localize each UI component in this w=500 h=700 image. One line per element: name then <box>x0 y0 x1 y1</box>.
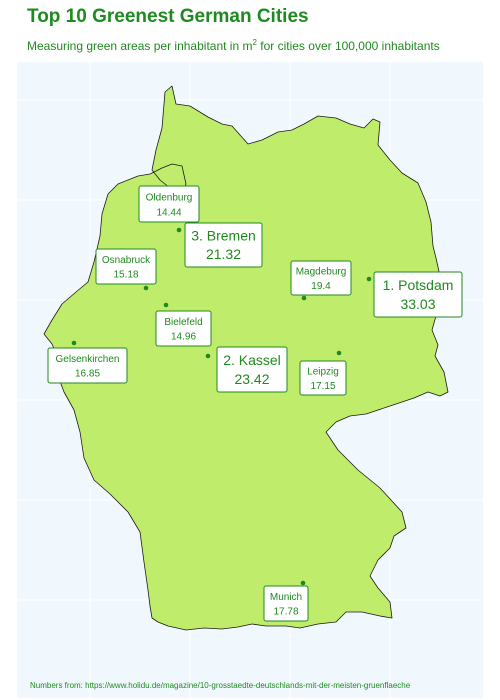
city-value-label: 33.03 <box>400 296 435 312</box>
city-label-box-magdeburg <box>290 260 352 296</box>
subtitle-text-end: for cities over 100,000 inhabitants <box>256 39 440 53</box>
city-label-box-bremen <box>184 222 263 268</box>
subtitle-text: Measuring green areas per inhabitant in … <box>27 39 253 53</box>
city-value-label: 23.42 <box>234 371 269 387</box>
city-marker-munich: Munich 17.78 <box>263 580 309 622</box>
city-name-label: 3. Bremen <box>191 228 256 244</box>
city-label-box-oldenburg <box>138 185 200 223</box>
city-value-label: 14.44 <box>156 208 181 219</box>
city-value-label: 14.96 <box>171 332 196 343</box>
city-value-label: 19.4 <box>311 281 331 292</box>
city-marker-bielefeld: Bielefeld 14.96 <box>155 302 212 347</box>
city-dot-magdeburg <box>301 295 307 301</box>
city-dot-bremen <box>176 227 182 233</box>
city-name-label: Munich <box>270 592 302 603</box>
city-label-box-potsdam <box>373 271 463 318</box>
city-marker-gelsenkirchen: Gelsenkirchen 16.85 <box>47 340 128 384</box>
city-value-label: 21.32 <box>206 246 241 262</box>
city-dot-osnabruck <box>143 285 149 291</box>
city-marker-leipzig: Leipzig 17.15 <box>299 350 347 396</box>
city-dot-leipzig <box>336 350 342 356</box>
city-marker-potsdam: 1. Potsdam 33.03 <box>366 271 463 318</box>
city-name-label: 1. Potsdam <box>383 277 454 293</box>
city-dot-bielefeld <box>163 302 169 308</box>
city-dot-potsdam <box>366 276 372 282</box>
city-label-box-munich <box>263 585 309 622</box>
city-name-label: Gelsenkirchen <box>56 354 120 365</box>
subtitle-superscript: 2 <box>252 38 257 47</box>
city-value-label: 17.78 <box>273 607 298 618</box>
city-name-label: Oldenburg <box>146 192 193 203</box>
city-label-box-kassel <box>216 346 288 393</box>
city-marker-bremen: 3. Bremen 21.32 <box>176 222 263 268</box>
city-dot-kassel <box>205 353 211 359</box>
city-marker-magdeburg: Magdeburg 19.4 <box>290 260 352 301</box>
map-title: Top 10 Greenest German Cities <box>27 6 309 27</box>
city-value-label: 16.85 <box>75 369 100 380</box>
city-marker-osnabruck: Osnabruck 15.18 <box>95 248 157 291</box>
source-caption: Numbers from: https://www.holidu.de/maga… <box>30 681 411 690</box>
city-marker-kassel: 2. Kassel 23.42 <box>205 346 288 393</box>
city-label-box-gelsenkirchen <box>47 347 128 384</box>
city-name-label: Osnabruck <box>102 255 151 266</box>
city-name-label: Leipzig <box>307 367 339 378</box>
city-label-box-osnabruck <box>95 248 157 285</box>
city-value-label: 15.18 <box>113 270 138 281</box>
city-dot-gelsenkirchen <box>71 340 77 346</box>
map-subtitle: Measuring green areas per inhabitant in … <box>27 38 440 53</box>
city-name-label: Magdeburg <box>296 267 347 278</box>
city-name-label: Bielefeld <box>164 317 202 328</box>
city-marker-oldenburg: Oldenburg 14.44 <box>138 185 200 223</box>
city-dot-munich <box>300 580 306 586</box>
city-label-box-leipzig <box>299 360 347 396</box>
city-name-label: 2. Kassel <box>223 352 281 368</box>
city-value-label: 17.15 <box>310 381 335 392</box>
city-label-box-bielefeld <box>155 310 212 347</box>
